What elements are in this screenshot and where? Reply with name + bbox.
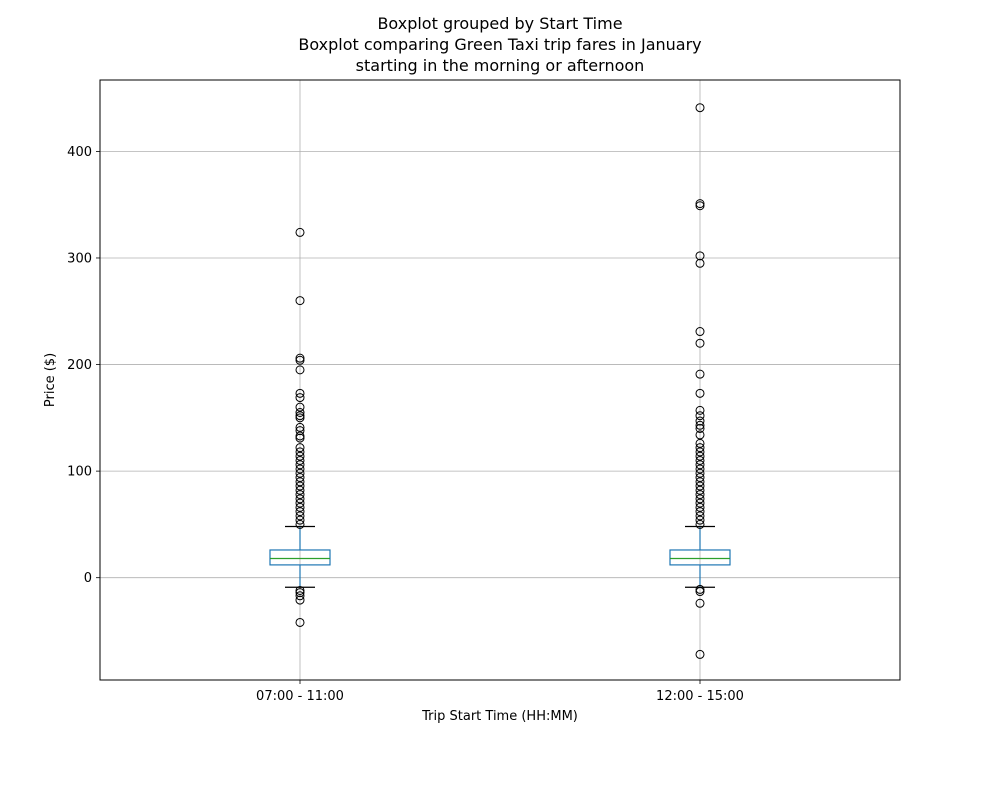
y-tick-label: 0 (84, 571, 92, 586)
chart-title-line-2: starting in the morning or afternoon (355, 56, 645, 75)
outlier-point (295, 408, 305, 418)
outlier-point (695, 455, 705, 465)
outlier-point (695, 447, 705, 457)
outlier-point (695, 443, 705, 453)
grid-layer (100, 80, 900, 680)
outlier-point (695, 420, 705, 430)
outlier-point (695, 199, 705, 209)
outlier-point (695, 485, 705, 495)
outlier-point (295, 365, 305, 375)
outlier-point (295, 494, 305, 504)
y-tick-label: 300 (67, 251, 92, 266)
outlier-point (295, 455, 305, 465)
outlier-point (295, 431, 305, 441)
outlier-point (295, 451, 305, 461)
iqr-box (269, 549, 331, 566)
x-tick-label: 12:00 - 15:00 (656, 689, 744, 704)
outlier-point (695, 598, 705, 608)
outlier-point (295, 477, 305, 487)
outlier-point (295, 588, 305, 598)
y-axis-label: Price ($) (43, 353, 58, 407)
outlier-point (695, 438, 705, 448)
outlier-point (695, 584, 705, 594)
outlier-point (695, 494, 705, 504)
outlier-point (295, 490, 305, 500)
outlier-point (695, 490, 705, 500)
outlier-point (695, 201, 705, 211)
outlier-point (295, 433, 305, 443)
outlier-point (295, 464, 305, 474)
outlier-point (695, 481, 705, 491)
outlier-point (295, 498, 305, 508)
outlier-point (295, 485, 305, 495)
outlier-point (295, 426, 305, 436)
outlier-point (295, 296, 305, 306)
outlier-point (695, 515, 705, 525)
outlier-point (695, 473, 705, 483)
x-tick-label: 07:00 - 11:00 (256, 689, 344, 704)
outlier-point (695, 464, 705, 474)
outlier-point (695, 411, 705, 421)
outlier-point (695, 416, 705, 426)
outlier-point (295, 443, 305, 453)
outlier-point (695, 369, 705, 379)
outlier-point (695, 327, 705, 337)
outlier-point (295, 355, 305, 365)
outlier-point (695, 519, 705, 529)
iqr-box (669, 549, 731, 566)
outlier-point (295, 411, 305, 421)
box-layer (269, 103, 731, 659)
outlier-point (295, 617, 305, 627)
outlier-point (695, 511, 705, 521)
outlier-point (695, 258, 705, 268)
outlier-point (295, 422, 305, 432)
outlier-point (695, 477, 705, 487)
outlier-point (695, 423, 705, 433)
outlier-point (295, 393, 305, 403)
outlier-point (695, 502, 705, 512)
outlier-point (295, 413, 305, 423)
outlier-point (695, 498, 705, 508)
y-tick-label: 200 (67, 358, 92, 373)
chart-title-line-1: Boxplot comparing Green Taxi trip fares … (298, 35, 702, 54)
outlier-point (295, 473, 305, 483)
outlier-point (295, 460, 305, 470)
outlier-point (295, 519, 305, 529)
outlier-point (695, 649, 705, 659)
outlier-point (695, 103, 705, 113)
outlier-point (295, 507, 305, 517)
outlier-point (295, 468, 305, 478)
x-axis-label: Trip Start Time (HH:MM) (421, 709, 578, 724)
outlier-point (695, 405, 705, 415)
outlier-point (295, 595, 305, 605)
chart-suptitle: Boxplot grouped by Start Time (377, 14, 623, 33)
outlier-point (695, 460, 705, 470)
outlier-point (695, 338, 705, 348)
outlier-point (295, 447, 305, 457)
outlier-point (695, 587, 705, 597)
outlier-point (295, 388, 305, 398)
y-tick-label: 400 (67, 145, 92, 160)
outlier-point (295, 227, 305, 237)
tick-layer: 0 100 200 300 400 07:00 - 11:00 12:00 - 15:00 (67, 145, 744, 704)
outlier-point (695, 507, 705, 517)
outlier-point (295, 515, 305, 525)
outlier-point (695, 430, 705, 440)
outlier-point (295, 591, 305, 601)
outlier-point (295, 502, 305, 512)
outlier-point (695, 451, 705, 461)
outlier-point (295, 585, 305, 595)
outlier-point (295, 481, 305, 491)
y-tick-label: 100 (67, 465, 92, 480)
outlier-point (695, 251, 705, 261)
outlier-point (695, 468, 705, 478)
outlier-point (695, 388, 705, 398)
outlier-point (295, 353, 305, 363)
outlier-point (295, 402, 305, 412)
plot-frame (99, 79, 901, 681)
outlier-point (295, 511, 305, 521)
